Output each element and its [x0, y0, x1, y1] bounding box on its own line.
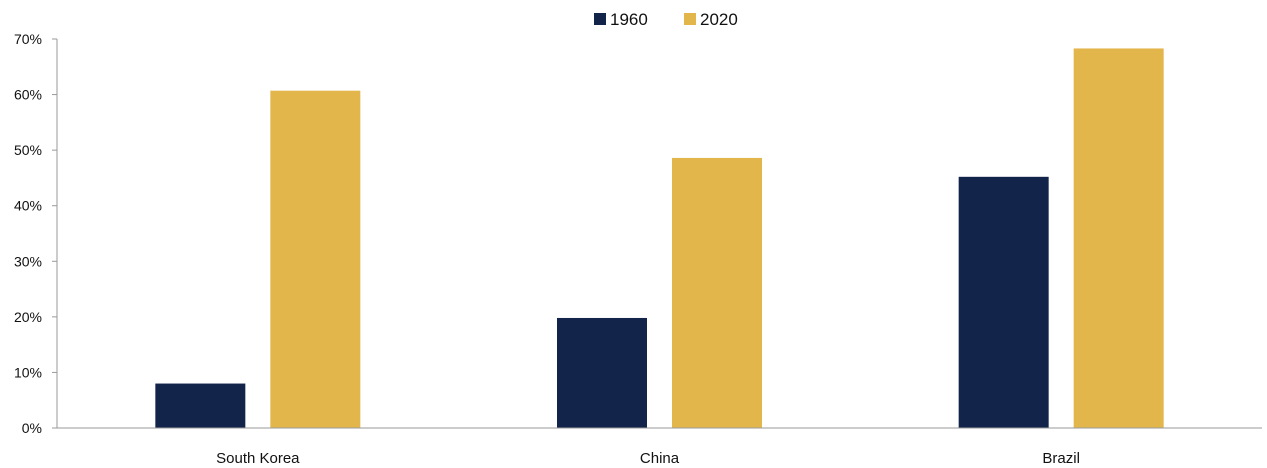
bar-1960-china	[557, 317, 647, 428]
y-tick-label: 20%	[14, 309, 42, 325]
bar-1960-south-korea	[155, 383, 246, 428]
y-tick-label: 0%	[22, 420, 42, 436]
bars	[155, 48, 1164, 428]
y-tick-label: 50%	[14, 142, 42, 158]
bar-2020-brazil	[1073, 48, 1164, 428]
y-tick-label: 40%	[14, 198, 42, 214]
x-category-label: South Korea	[216, 450, 300, 467]
x-category-label: China	[640, 450, 680, 467]
legend-label-2020: 2020	[700, 10, 738, 29]
bar-2020-south-korea	[270, 90, 361, 428]
y-tick-label: 10%	[14, 364, 42, 380]
x-axis: South Korea China Brazil	[57, 427, 1262, 467]
y-axis: 0% 10% 20% 30% 40% 50% 60% 70%	[14, 31, 58, 436]
legend: 1960 2020	[594, 10, 738, 29]
bar-2020-china	[672, 157, 762, 428]
y-tick-label: 30%	[14, 253, 42, 269]
legend-swatch-2020	[684, 13, 696, 25]
x-category-label: Brazil	[1042, 450, 1080, 467]
legend-label-1960: 1960	[610, 10, 648, 29]
y-tick-label: 60%	[14, 87, 42, 103]
legend-swatch-1960	[594, 13, 606, 25]
bar-1960-brazil	[958, 176, 1049, 428]
y-tick-label: 70%	[14, 31, 42, 47]
